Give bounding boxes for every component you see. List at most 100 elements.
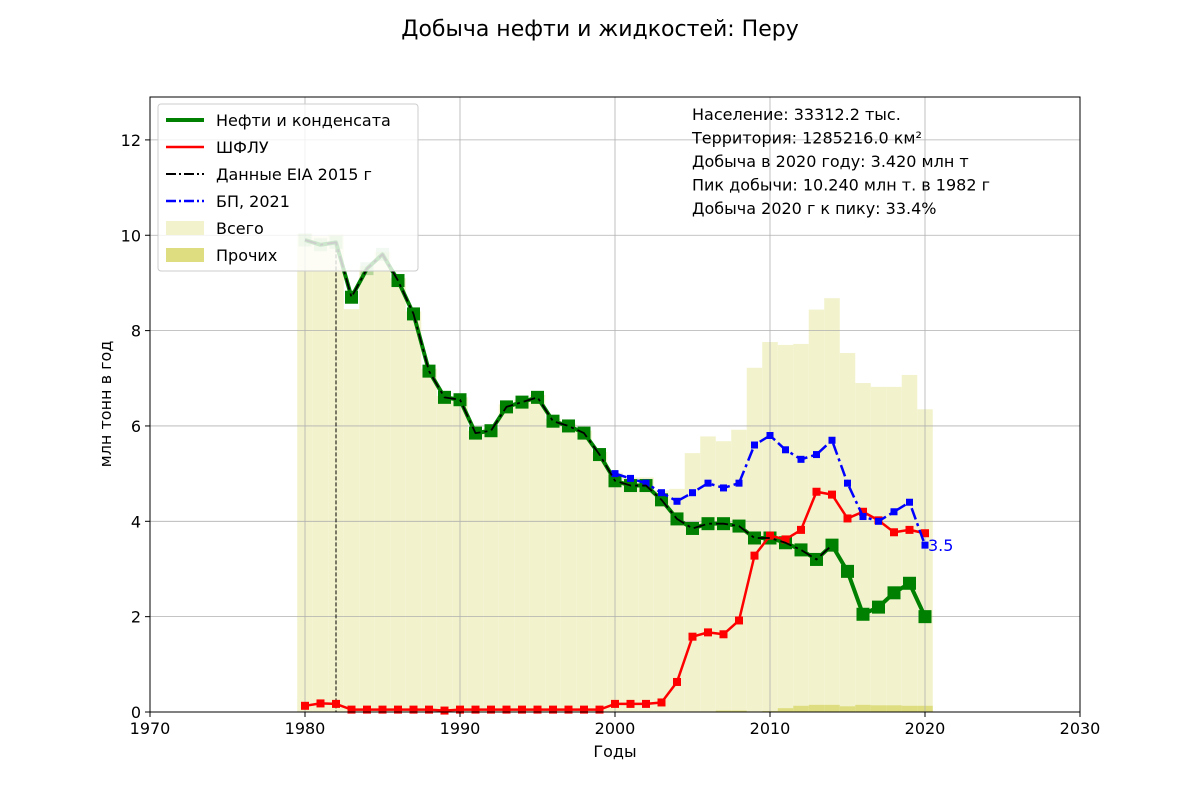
series-point-3	[735, 479, 743, 487]
series-point-1	[347, 705, 356, 714]
series-point-0	[841, 564, 854, 578]
bar-other	[731, 710, 747, 712]
series-point-3	[689, 489, 696, 497]
bar-total	[514, 399, 530, 712]
info-line: Территория: 1285216.0 км²	[691, 129, 922, 148]
series-point-1	[719, 630, 728, 639]
bar-total	[824, 298, 840, 712]
series-point-1	[766, 531, 774, 540]
series-point-1	[301, 701, 309, 710]
series-point-1	[812, 487, 821, 496]
y-axis-label: млн тонн в год	[96, 341, 115, 468]
series-point-1	[456, 705, 464, 714]
bar-other	[808, 704, 825, 712]
bar-other	[886, 705, 902, 712]
series-point-1	[828, 490, 836, 499]
legend-box	[157, 103, 419, 272]
series-end-label: 3.5	[928, 536, 953, 555]
bar-total	[359, 266, 375, 712]
bar-total	[731, 429, 747, 712]
series-point-0	[345, 290, 358, 304]
bar-total	[436, 395, 453, 712]
legend-label: Данные EIA 2015 г	[216, 165, 372, 184]
series-point-1	[688, 632, 697, 641]
bar-other	[824, 704, 840, 712]
bar-total	[777, 344, 794, 712]
bar-total	[669, 488, 685, 712]
series-point-1	[642, 699, 650, 708]
series-point-3	[704, 479, 712, 487]
series-point-1	[564, 705, 573, 714]
series-point-3	[921, 541, 929, 549]
bar-total	[653, 490, 670, 712]
series-point-3	[782, 446, 789, 454]
info-box: Население: 33312.2 тыс. Территория: 12852…	[691, 105, 990, 218]
series-point-1	[735, 616, 743, 625]
y-tick-label: 10	[121, 226, 141, 245]
series-point-0	[701, 517, 715, 531]
bar-other	[793, 705, 809, 712]
bar-total	[312, 236, 329, 713]
bar-total	[467, 430, 484, 712]
bar-total	[700, 436, 716, 712]
legend-label: Всего	[216, 219, 264, 238]
series-point-1	[905, 525, 914, 534]
info-line: Население: 33312.2 тыс.	[692, 105, 901, 124]
series-point-3	[875, 517, 882, 525]
series-point-0	[686, 521, 699, 535]
bar-other	[870, 705, 887, 712]
bar-total	[622, 477, 639, 712]
series-point-3	[751, 441, 758, 449]
bar-total	[545, 418, 561, 712]
series-point-1	[797, 525, 805, 534]
bar-total	[421, 368, 437, 712]
ticks-layer: 1970 1980 1990 2000 2010 2020 2030 0 2 4 6 8 10 12	[121, 131, 1101, 738]
series-point-3	[627, 474, 634, 482]
bar-other	[901, 705, 918, 712]
y-tick-label: 0	[131, 703, 141, 722]
x-axis-label: Годы	[593, 742, 636, 761]
series-point-0	[856, 607, 870, 621]
bar-total	[638, 477, 654, 712]
series-point-1	[580, 705, 588, 714]
series-point-3	[813, 451, 820, 459]
series-point-0	[748, 531, 761, 545]
series-point-0	[546, 414, 560, 428]
series-point-3	[844, 479, 851, 487]
series-point-3	[720, 484, 727, 492]
series-point-0	[872, 600, 885, 614]
x-tick-label: 1970	[130, 719, 171, 738]
legend-swatch	[166, 248, 204, 262]
legend-label: Прочих	[216, 246, 277, 265]
bar-total	[529, 394, 546, 712]
legend-label: ШФЛУ	[216, 138, 269, 157]
series-point-0	[918, 610, 932, 624]
series-point-1	[533, 705, 542, 714]
bars-layer	[297, 233, 933, 713]
x-tick-label: 1980	[285, 719, 326, 738]
bar-total	[715, 441, 732, 712]
x-tick-label: 2000	[595, 719, 636, 738]
y-tick-label: 8	[131, 322, 141, 341]
bar-total	[405, 311, 422, 712]
series-point-1	[750, 551, 759, 560]
series-point-3	[890, 508, 898, 516]
series-point-0	[484, 424, 498, 438]
series-point-1	[595, 705, 604, 714]
series-line-3	[614, 434, 927, 546]
series-point-1	[378, 705, 387, 714]
x-tick-label: 2020	[905, 719, 946, 738]
info-line: Добыча в 2020 году: 3.420 млн т	[692, 152, 969, 171]
bar-total	[498, 404, 515, 712]
series-point-1	[487, 705, 495, 714]
x-tick-label: 1990	[440, 719, 481, 738]
legend-label: Нефти и конденсата	[216, 111, 391, 130]
y-tick-label: 2	[131, 608, 141, 627]
bar-total	[483, 428, 499, 712]
chart-title: Добыча нефти и жидкостей: Перу	[401, 17, 798, 42]
series-point-3	[859, 513, 867, 521]
y-tick-label: 6	[131, 417, 141, 436]
bar-total	[576, 430, 592, 712]
series-point-1	[921, 529, 929, 538]
